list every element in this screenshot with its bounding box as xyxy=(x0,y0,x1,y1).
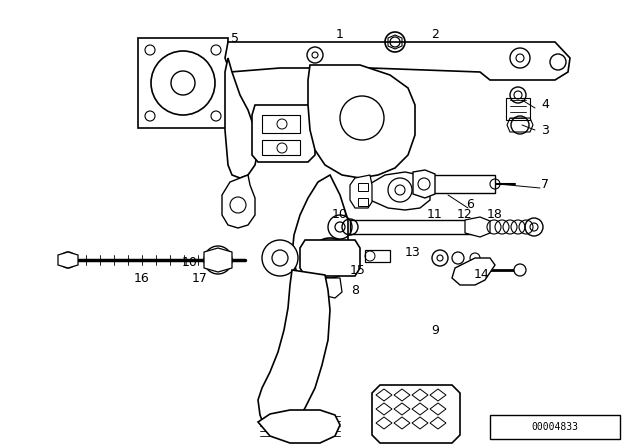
Text: 3: 3 xyxy=(541,124,549,137)
Circle shape xyxy=(310,238,350,278)
Polygon shape xyxy=(350,175,372,208)
Text: 12: 12 xyxy=(457,208,473,221)
Polygon shape xyxy=(452,258,495,285)
Text: 1: 1 xyxy=(336,29,344,42)
Text: 4: 4 xyxy=(541,99,549,112)
Polygon shape xyxy=(413,170,435,198)
Circle shape xyxy=(470,253,480,263)
Polygon shape xyxy=(258,410,340,443)
Circle shape xyxy=(60,252,76,268)
Text: 16: 16 xyxy=(134,271,150,284)
Polygon shape xyxy=(258,270,330,438)
Text: 13: 13 xyxy=(405,246,421,259)
Bar xyxy=(358,183,368,191)
Text: 2: 2 xyxy=(431,29,439,42)
Bar xyxy=(365,250,390,262)
Polygon shape xyxy=(204,248,232,272)
Text: 10: 10 xyxy=(332,208,348,221)
Bar xyxy=(350,220,480,234)
Text: 18: 18 xyxy=(487,208,503,221)
Polygon shape xyxy=(222,175,255,228)
Text: 11: 11 xyxy=(427,208,443,221)
Polygon shape xyxy=(372,385,460,443)
Polygon shape xyxy=(300,240,360,276)
Bar xyxy=(262,140,300,155)
Polygon shape xyxy=(252,105,315,162)
Polygon shape xyxy=(318,278,342,298)
Polygon shape xyxy=(58,252,78,268)
Circle shape xyxy=(204,246,232,274)
Text: 15: 15 xyxy=(350,263,366,276)
Bar xyxy=(358,198,368,206)
Polygon shape xyxy=(465,217,490,237)
Bar xyxy=(490,415,620,439)
Bar xyxy=(262,115,300,133)
Text: 00004833: 00004833 xyxy=(531,422,579,432)
Text: 7: 7 xyxy=(541,178,549,191)
Text: 9: 9 xyxy=(431,323,439,336)
Text: 14: 14 xyxy=(474,268,490,281)
Circle shape xyxy=(452,252,464,264)
Polygon shape xyxy=(225,42,570,80)
Text: 8: 8 xyxy=(351,284,359,297)
Circle shape xyxy=(514,264,526,276)
Polygon shape xyxy=(138,38,228,128)
Bar xyxy=(415,175,495,193)
Text: 10: 10 xyxy=(182,255,198,268)
Text: 6: 6 xyxy=(466,198,474,211)
Text: 17: 17 xyxy=(192,271,208,284)
Polygon shape xyxy=(308,65,415,178)
Circle shape xyxy=(262,240,298,276)
Circle shape xyxy=(432,250,448,266)
Polygon shape xyxy=(368,172,430,210)
Bar xyxy=(506,98,530,120)
Text: 5: 5 xyxy=(231,31,239,44)
Polygon shape xyxy=(292,175,348,282)
Polygon shape xyxy=(225,58,258,178)
